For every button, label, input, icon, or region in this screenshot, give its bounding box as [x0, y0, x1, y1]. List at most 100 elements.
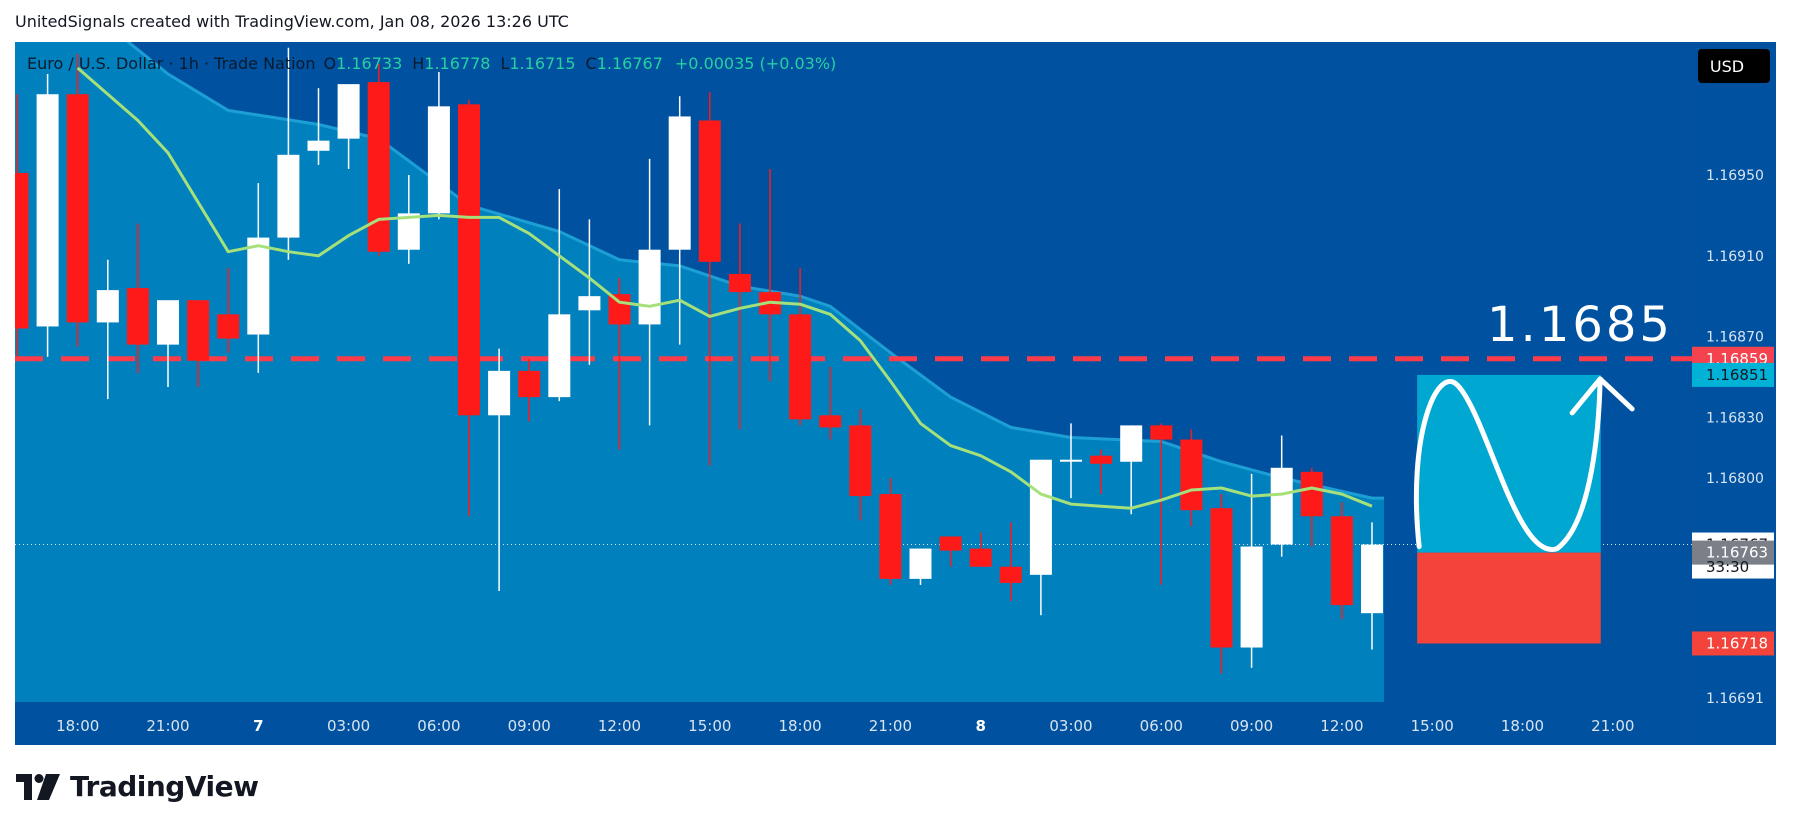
time-tick-label: 09:00	[1230, 717, 1273, 735]
time-tick-label: 06:00	[1140, 717, 1183, 735]
time-tick-label: 15:00	[688, 717, 731, 735]
candle-body	[427, 106, 450, 214]
projection-arrowhead[interactable]	[1569, 376, 1635, 416]
price-axis-label: 1.16718	[1692, 631, 1774, 656]
time-tick-label: 09:00	[508, 717, 551, 735]
candle-body	[1029, 459, 1052, 575]
legend-h-value: 1.16778	[424, 54, 490, 73]
currency-button[interactable]: USD	[1698, 49, 1770, 83]
candle-body	[36, 94, 59, 327]
price-axis[interactable]: 1.16950 1.16910 1.16870 1.16830 1.16800 1.166…	[1706, 168, 1764, 707]
tradingview-logo[interactable]: TradingView	[16, 770, 259, 803]
candle-body	[96, 290, 119, 323]
candle	[307, 88, 330, 165]
candle	[1300, 467, 1323, 547]
time-tick-label: 18:00	[778, 717, 821, 735]
legend-c-value: 1.16767	[597, 54, 663, 73]
time-tick-label: 12:00	[1320, 717, 1363, 735]
price-axis-label-text: 1.16851	[1706, 366, 1768, 384]
time-tick-label: 8	[975, 717, 985, 735]
legend-change: +0.00035 (+0.03%)	[675, 54, 836, 73]
candles	[15, 47, 1383, 674]
tradingview-logo-icon	[16, 773, 60, 800]
candle	[1120, 425, 1143, 515]
price-axis-label-text: 1.16763	[1706, 544, 1768, 562]
candle	[819, 366, 842, 440]
price-axis-label-bg	[1692, 362, 1774, 387]
candle	[518, 358, 541, 422]
candle-body	[217, 314, 240, 339]
time-tick-label: 18:00	[1501, 717, 1544, 735]
candle-body	[247, 237, 270, 335]
candle-body	[126, 288, 149, 345]
candle-body	[999, 566, 1022, 583]
candle-body	[337, 84, 360, 139]
time-tick-label: 03:00	[327, 717, 370, 735]
candle	[187, 300, 210, 388]
candle	[367, 63, 390, 256]
legend-l-value: 1.16715	[509, 54, 575, 73]
candle-body	[66, 94, 89, 323]
candle-body	[548, 314, 571, 398]
candle	[969, 532, 992, 567]
candle-body	[819, 415, 842, 428]
candle-body	[638, 249, 661, 325]
legend-o-value: 1.16733	[336, 54, 402, 73]
candle-body	[367, 82, 390, 252]
candle-body	[1330, 516, 1353, 606]
candle	[849, 409, 872, 521]
candle	[1240, 473, 1263, 668]
candle	[337, 84, 360, 169]
candle	[488, 348, 511, 591]
target-annotation-text[interactable]: 1.1685	[1487, 297, 1673, 353]
candle	[1060, 423, 1082, 499]
candle	[939, 536, 962, 567]
candle	[1150, 423, 1173, 585]
ohlc-legend: Euro / U.S. Dollar · 1h · Trade Nation O1…	[27, 54, 836, 73]
candle	[1210, 494, 1233, 674]
candle	[578, 219, 601, 365]
time-axis[interactable]: 18:00 21:00 7 03:00 06:00 09:00 12:00 15:00 18:0…	[56, 717, 1634, 735]
candle-body	[1180, 439, 1203, 511]
candle	[15, 94, 29, 357]
candle-body	[608, 294, 631, 325]
candle	[1270, 435, 1293, 557]
candle-body	[1060, 459, 1082, 462]
candle-body	[458, 104, 480, 416]
candle	[548, 189, 571, 402]
candle	[999, 522, 1022, 602]
legend-symbol: Euro / U.S. Dollar · 1h · Trade Nation	[27, 54, 315, 73]
currency-button-label: USD	[1710, 57, 1744, 76]
price-tick-label: 1.16691	[1706, 691, 1764, 707]
time-tick-label: 7	[253, 717, 263, 735]
candle	[247, 183, 270, 373]
candle-body	[15, 172, 29, 329]
candle	[427, 72, 450, 220]
time-tick-label: 12:00	[598, 717, 641, 735]
time-tick-label: 18:00	[56, 717, 99, 735]
legend-l-label: L	[500, 54, 509, 73]
price-tick-label: 1.16800	[1706, 471, 1764, 487]
candle-body	[488, 370, 511, 416]
candle-body	[1150, 425, 1173, 440]
projection-curve[interactable]	[1413, 376, 1603, 552]
candle	[728, 223, 751, 430]
time-tick-label: 03:00	[1049, 717, 1092, 735]
price-tick-label: 1.16910	[1706, 249, 1764, 265]
candle	[698, 92, 721, 466]
candle-body	[518, 370, 541, 398]
candle-body	[397, 213, 420, 250]
candle	[668, 96, 691, 345]
candle	[277, 47, 300, 260]
candle-body	[909, 548, 932, 579]
tradingview-logo-text: TradingView	[70, 770, 259, 803]
candle-body	[879, 494, 902, 579]
candle	[909, 548, 932, 585]
countdown-text: 33:30	[1706, 558, 1749, 576]
position-stop-zone[interactable]	[1417, 552, 1601, 644]
position-target-zone[interactable]	[1417, 374, 1601, 553]
candle-body	[157, 300, 179, 345]
candle-body	[578, 296, 601, 311]
